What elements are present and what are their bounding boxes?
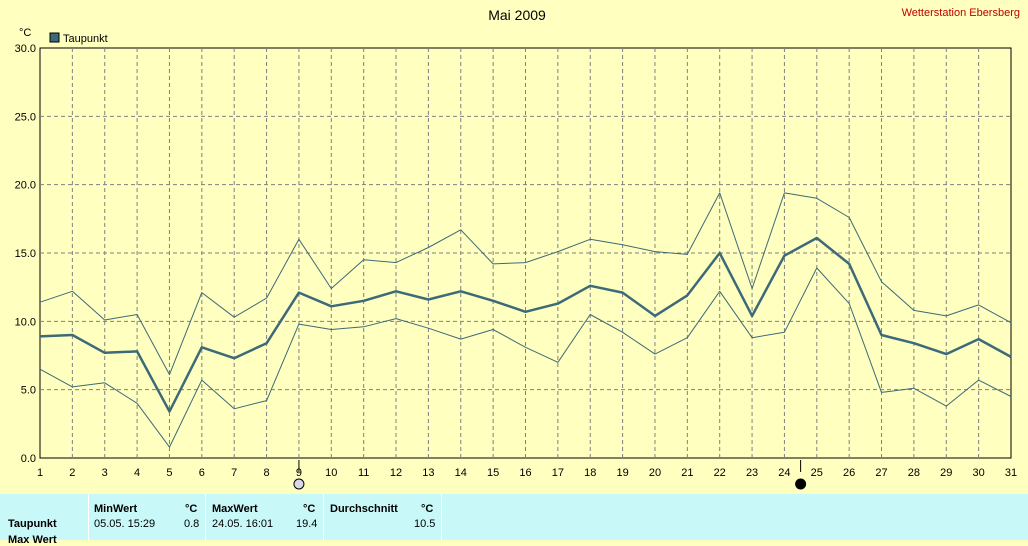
max-unit: °C <box>303 503 316 515</box>
y-tick-label: 15.0 <box>15 248 36 260</box>
x-tick-label: 27 <box>875 467 887 479</box>
stats-divider <box>205 494 206 540</box>
legend-swatch <box>49 32 60 43</box>
x-tick-label: 21 <box>681 467 693 479</box>
x-tick-label: 29 <box>940 467 952 479</box>
x-tick-label: 10 <box>325 467 337 479</box>
x-tick-label: 9 <box>296 467 302 479</box>
max-value: 19.4 <box>296 518 318 530</box>
y-tick-label: 0.0 <box>21 453 36 465</box>
stats-row-label: Taupunkt <box>8 518 57 530</box>
avg-header: Durchschnitt <box>330 503 398 515</box>
series-line-max <box>39 192 1012 376</box>
min-time: 05.05. 15:29 <box>94 518 156 530</box>
x-tick-label: 22 <box>714 467 726 479</box>
x-tick-label: 11 <box>358 467 369 479</box>
y-tick-label: 5.0 <box>21 385 36 397</box>
avg-unit: °C <box>421 503 434 515</box>
x-tick-label: 25 <box>811 467 823 479</box>
x-tick-label: 23 <box>746 467 758 479</box>
chart-title: Mai 2009 <box>488 7 546 23</box>
x-tick-label: 15 <box>487 467 499 479</box>
legend-label: Taupunkt <box>63 33 108 45</box>
x-tick-label: 12 <box>390 467 402 479</box>
x-tick-label: 18 <box>584 467 596 479</box>
stats-row-label-2: Max Wert <box>8 534 57 546</box>
x-tick-label: 31 <box>1005 467 1017 479</box>
series-line-mean <box>39 236 1012 413</box>
min-unit: °C <box>185 503 198 515</box>
x-tick-label: 4 <box>134 467 140 479</box>
x-tick-label: 19 <box>616 467 628 479</box>
x-tick-label: 30 <box>973 467 985 479</box>
x-tick-label: 26 <box>843 467 855 479</box>
x-tick-label: 17 <box>552 467 564 479</box>
x-tick-label: 1 <box>37 467 43 479</box>
max-header: MaxWert <box>212 503 258 515</box>
stats-divider <box>88 494 89 540</box>
series-line-min <box>39 267 1012 448</box>
stats-panel: Taupunkt Max Wert MinWert °C 05.05. 15:2… <box>0 494 1028 546</box>
dewpoint-chart: Mai 2009 Wetterstation Ebersberg °C Taup… <box>15 7 1020 490</box>
x-tick-label: 3 <box>102 467 108 479</box>
avg-value: 10.5 <box>414 518 436 530</box>
x-tick-label: 6 <box>199 467 205 479</box>
y-tick-label: 10.0 <box>15 316 36 328</box>
min-value: 0.8 <box>184 518 200 530</box>
x-tick-label: 20 <box>649 467 661 479</box>
stats-divider <box>323 494 324 540</box>
new-moon-icon <box>795 478 807 490</box>
x-tick-label: 5 <box>166 467 172 479</box>
full-moon-icon <box>293 478 305 490</box>
x-tick-label: 28 <box>908 467 920 479</box>
x-tick-label: 7 <box>231 467 237 479</box>
x-tick-label: 16 <box>519 467 531 479</box>
y-axis-unit: °C <box>19 27 31 39</box>
y-tick-label: 20.0 <box>15 180 36 192</box>
y-tick-label: 25.0 <box>15 111 36 123</box>
station-name: Wetterstation Ebersberg <box>902 7 1020 19</box>
x-tick-label: 24 <box>778 467 790 479</box>
x-tick-label: 13 <box>422 467 434 479</box>
x-tick-label: 14 <box>455 467 467 479</box>
min-header: MinWert <box>94 503 138 515</box>
x-tick-label: 8 <box>264 467 270 479</box>
x-tick-label: 2 <box>69 467 75 479</box>
y-tick-label: 30.0 <box>15 43 36 55</box>
max-time: 24.05. 16:01 <box>212 518 274 530</box>
stats-divider <box>441 494 442 540</box>
